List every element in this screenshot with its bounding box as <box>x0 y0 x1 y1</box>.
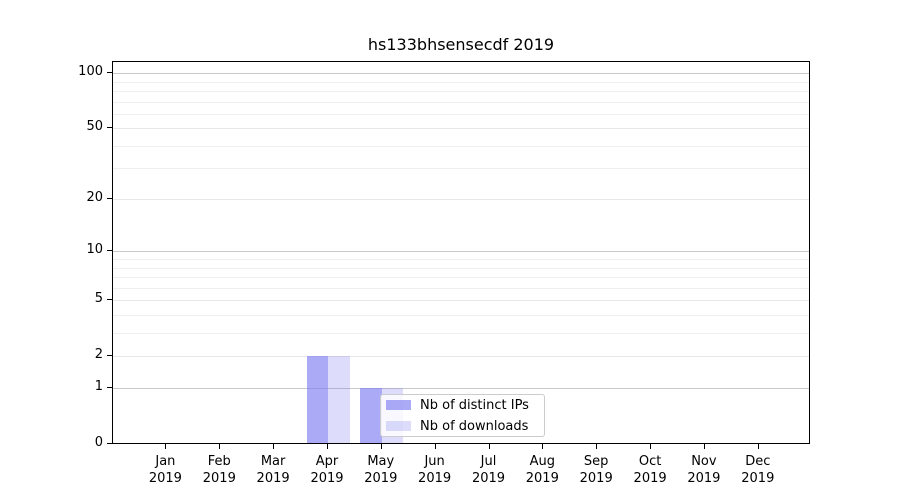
minor-gridline <box>113 276 809 278</box>
minor-gridline <box>113 168 809 170</box>
x-tick-mark <box>380 444 382 449</box>
y-tick-label: 20 <box>86 190 103 206</box>
x-tick-mark <box>273 444 275 449</box>
y-tick-mark <box>107 299 112 300</box>
gridline-y-2 <box>113 355 809 357</box>
x-tick-mark <box>650 444 652 449</box>
gridline-y-100 <box>113 73 809 75</box>
x-tick-mark <box>165 444 167 449</box>
x-tick-year: 2019 <box>148 471 182 486</box>
gridline-y-20 <box>113 199 809 201</box>
legend: Nb of distinct IPs Nb of downloads <box>380 394 545 437</box>
y-tick-label: 10 <box>86 242 103 258</box>
x-tick-mark <box>703 444 705 449</box>
x-tick-mark <box>219 444 221 449</box>
plot-area <box>112 61 810 444</box>
x-tick-mark <box>327 444 328 449</box>
y-tick-mark <box>107 72 112 74</box>
x-tick-label-apr: Apr 2019 <box>295 453 359 487</box>
x-tick-year: 2019 <box>579 471 613 486</box>
legend-swatch-downloads <box>386 421 411 431</box>
x-tick-year: 2019 <box>310 471 344 486</box>
x-tick-year: 2019 <box>202 471 236 486</box>
x-tick-mark <box>434 444 436 449</box>
chart-title: hs133bhsensecdf 2019 <box>367 35 555 54</box>
gridline-y-5 <box>113 300 809 301</box>
x-tick-month: Jan <box>155 454 176 469</box>
x-tick-year: 2019 <box>256 471 290 486</box>
y-tick-label: 1 <box>94 379 103 395</box>
legend-row: Nb of downloads <box>386 419 544 434</box>
x-tick-year: 2019 <box>741 471 775 486</box>
x-tick-year: 2019 <box>364 471 398 486</box>
y-tick-label: 0 <box>94 435 103 450</box>
x-tick-mark <box>542 444 544 449</box>
x-tick-year: 2019 <box>471 471 506 486</box>
x-tick-month: Jul <box>480 454 497 469</box>
x-tick-year: 2019 <box>418 471 452 486</box>
bar-nb-of-distinct-ips-apr <box>306 355 328 443</box>
x-tick-mark <box>596 444 598 449</box>
minor-gridline <box>113 113 809 115</box>
minor-gridline <box>113 101 809 103</box>
y-tick-label: 50 <box>86 119 103 135</box>
minor-gridline <box>113 81 809 83</box>
x-tick-label-feb: Feb 2019 <box>187 453 251 487</box>
x-tick-month: Dec <box>745 454 771 469</box>
x-tick-month: Sep <box>583 454 609 469</box>
y-tick-mark <box>107 354 112 356</box>
x-tick-year: 2019 <box>687 471 721 486</box>
x-tick-label-aug: Aug 2019 <box>510 453 574 487</box>
x-tick-label-jul: Jul 2019 <box>457 453 521 487</box>
x-tick-year: 2019 <box>633 471 667 486</box>
x-tick-month: Jun <box>424 454 445 469</box>
legend-label: Nb of downloads <box>420 418 529 434</box>
x-tick-mark <box>488 444 490 449</box>
bar-nb-of-distinct-ips-may <box>360 388 382 443</box>
x-tick-month: Feb <box>207 454 231 469</box>
gridline-y-50 <box>113 128 809 130</box>
x-tick-label-jan: Jan 2019 <box>133 453 197 487</box>
y-tick-mark <box>107 443 112 444</box>
x-tick-month: Nov <box>691 454 717 469</box>
y-tick-label: 5 <box>94 291 103 306</box>
x-tick-label-nov: Nov 2019 <box>672 453 736 487</box>
x-tick-month: Mar <box>260 454 286 469</box>
x-tick-mark <box>757 444 759 449</box>
y-tick-label: 2 <box>94 346 103 362</box>
minor-gridline <box>113 267 809 269</box>
y-tick-label: 100 <box>78 64 103 80</box>
y-tick-mark <box>107 127 112 129</box>
minor-gridline <box>113 332 809 334</box>
legend-swatch-distinct-ips <box>386 400 411 410</box>
minor-gridline <box>113 145 809 147</box>
x-tick-month: May <box>367 454 395 469</box>
x-tick-label-dec: Dec 2019 <box>726 453 790 487</box>
x-tick-year: 2019 <box>525 471 559 486</box>
y-tick-mark <box>107 387 112 389</box>
x-tick-month: Aug <box>529 454 555 469</box>
bar-nb-of-downloads-apr <box>328 355 350 443</box>
legend-row: Nb of distinct IPs <box>386 398 544 413</box>
x-tick-month: Oct <box>638 454 662 469</box>
x-tick-month: Apr <box>315 454 339 469</box>
x-tick-label-oct: Oct 2019 <box>618 453 682 487</box>
x-tick-label-jun: Jun 2019 <box>403 453 467 487</box>
y-tick-mark <box>107 198 112 200</box>
minor-gridline <box>113 314 809 316</box>
gridline-y-1 <box>113 388 809 390</box>
x-tick-label-may: May 2019 <box>349 453 413 487</box>
x-tick-label-mar: Mar 2019 <box>241 453 305 487</box>
minor-gridline <box>113 287 809 289</box>
x-tick-label-sep: Sep 2019 <box>564 453 628 487</box>
minor-gridline <box>113 90 809 92</box>
gridline-y-10 <box>113 251 809 253</box>
legend-label: Nb of distinct IPs <box>420 397 529 413</box>
y-tick-mark <box>107 250 112 252</box>
minor-gridline <box>113 259 809 260</box>
